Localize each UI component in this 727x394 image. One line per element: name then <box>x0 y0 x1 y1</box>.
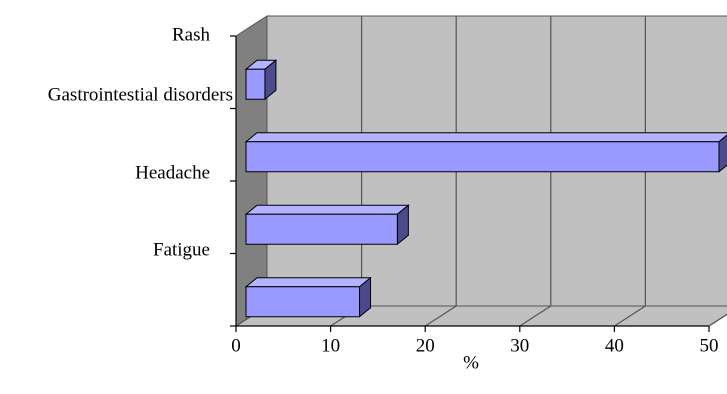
category-label: Rash <box>172 24 211 45</box>
gridline-floor <box>424 305 457 327</box>
gridline-floor <box>708 313 727 327</box>
category-label: Headache <box>135 162 210 183</box>
category-label: Gastrointestial disorders <box>48 84 233 105</box>
bar-front <box>245 286 361 318</box>
x-tick-label: 40 <box>605 335 624 356</box>
bar <box>244 276 372 318</box>
category-label: Fatigue <box>153 239 210 260</box>
bar-top <box>244 204 410 215</box>
bar-top <box>244 132 727 143</box>
bar <box>244 59 278 101</box>
bar-front <box>245 68 266 100</box>
x-tick-label: 20 <box>416 335 435 356</box>
x-tick-label: 0 <box>231 335 241 356</box>
bar-front <box>245 213 398 245</box>
bar-front <box>245 141 720 173</box>
x-tick-label: 30 <box>510 335 529 356</box>
bar-top <box>244 277 372 288</box>
bar <box>244 204 410 246</box>
x-tick-label: 10 <box>321 335 340 356</box>
axes <box>230 35 710 332</box>
bars <box>244 59 727 318</box>
x-axis-label: % <box>463 352 479 373</box>
gridline-floor <box>519 305 552 327</box>
bar <box>244 132 727 173</box>
x-tick-label: 50 <box>700 335 719 356</box>
labels: Fatigue Headache Gastrointestial disorders… <box>48 24 719 356</box>
gridline-floor <box>614 305 646 327</box>
